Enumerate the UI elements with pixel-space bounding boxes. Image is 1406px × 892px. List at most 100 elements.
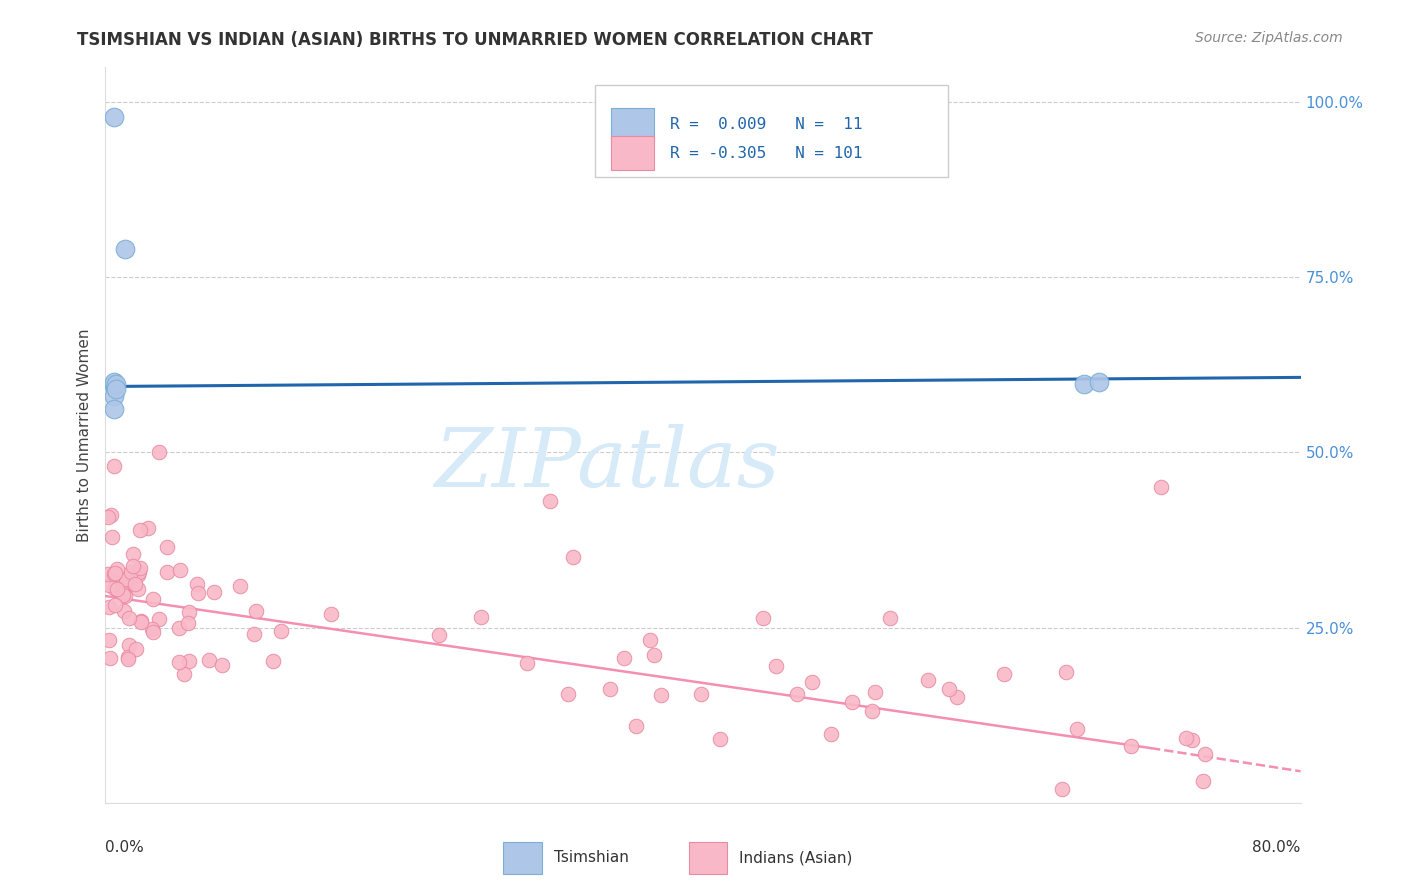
Point <box>262 654 284 668</box>
Point <box>1192 773 1215 788</box>
Point <box>599 681 621 696</box>
Point <box>148 445 170 459</box>
Point <box>104 382 127 396</box>
Point <box>103 401 125 416</box>
Point <box>820 727 842 741</box>
Point <box>127 582 149 597</box>
Point <box>129 615 152 630</box>
Point <box>187 586 209 600</box>
FancyBboxPatch shape <box>689 842 727 874</box>
Point <box>946 690 969 705</box>
Text: R = -0.305   N = 101: R = -0.305 N = 101 <box>669 145 862 161</box>
Text: Indians (Asian): Indians (Asian) <box>740 850 852 865</box>
Text: TSIMSHIAN VS INDIAN (ASIAN) BIRTHS TO UNMARRIED WOMEN CORRELATION CHART: TSIMSHIAN VS INDIAN (ASIAN) BIRTHS TO UN… <box>77 31 873 49</box>
Point <box>114 577 136 591</box>
Point <box>98 578 121 592</box>
Point <box>117 649 139 664</box>
Point <box>173 666 195 681</box>
Point <box>557 687 579 701</box>
Point <box>125 642 148 657</box>
Point <box>270 624 292 638</box>
Point <box>638 633 661 648</box>
Point <box>1066 722 1088 736</box>
Point <box>624 719 647 733</box>
Point <box>103 389 125 403</box>
Point <box>860 704 883 718</box>
FancyBboxPatch shape <box>612 136 654 170</box>
Point <box>111 582 134 597</box>
Point <box>103 376 125 391</box>
Point <box>97 509 120 524</box>
Point <box>100 508 122 523</box>
Point <box>115 580 138 594</box>
Point <box>156 566 179 580</box>
Point <box>103 111 125 125</box>
Point <box>104 376 127 391</box>
Point <box>879 611 901 625</box>
Point <box>103 378 125 392</box>
Point <box>114 242 136 256</box>
Point <box>561 549 583 564</box>
Point <box>1054 665 1077 679</box>
Point <box>121 558 143 573</box>
Point <box>211 657 233 672</box>
Point <box>863 685 886 699</box>
Point <box>752 611 775 625</box>
FancyBboxPatch shape <box>612 108 654 142</box>
Point <box>121 565 143 579</box>
Point <box>103 582 125 596</box>
Point <box>98 632 121 647</box>
FancyBboxPatch shape <box>596 86 948 178</box>
Point <box>690 687 713 701</box>
Point <box>650 688 672 702</box>
Point <box>1181 732 1204 747</box>
Point <box>105 561 128 575</box>
Point <box>202 585 225 599</box>
Point <box>104 566 127 580</box>
Point <box>131 614 153 628</box>
Point <box>103 459 125 474</box>
Point <box>103 566 125 581</box>
Point <box>427 628 450 642</box>
Point <box>841 695 863 709</box>
Point <box>97 566 120 581</box>
Point <box>1119 739 1142 753</box>
Text: 0.0%: 0.0% <box>105 839 145 855</box>
Point <box>141 622 163 636</box>
Point <box>98 651 121 665</box>
Text: Source: ZipAtlas.com: Source: ZipAtlas.com <box>1195 31 1343 45</box>
Point <box>917 673 939 687</box>
Point <box>1073 376 1095 391</box>
Point <box>993 667 1015 681</box>
Point <box>229 579 252 593</box>
Point <box>118 638 141 652</box>
Point <box>115 573 138 587</box>
Point <box>118 611 141 625</box>
Point <box>136 521 159 535</box>
Point <box>104 598 127 612</box>
Point <box>786 688 808 702</box>
Point <box>128 565 150 579</box>
Point <box>198 653 221 667</box>
Point <box>101 530 124 544</box>
Point <box>765 659 787 673</box>
Y-axis label: Births to Unmarried Women: Births to Unmarried Women <box>77 328 93 541</box>
Point <box>142 592 165 607</box>
Text: Tsimshian: Tsimshian <box>554 850 628 865</box>
Point <box>186 577 208 591</box>
Point <box>112 603 135 617</box>
Point <box>142 624 165 639</box>
Point <box>127 568 149 582</box>
Point <box>124 577 146 591</box>
Point <box>169 563 191 577</box>
Point <box>167 621 190 635</box>
Point <box>243 626 266 640</box>
Text: ZIPatlas: ZIPatlas <box>434 425 780 504</box>
Point <box>1175 731 1198 746</box>
Point <box>112 586 135 600</box>
Point <box>169 655 191 669</box>
Point <box>111 588 134 602</box>
Point <box>1088 376 1111 390</box>
Point <box>515 656 537 670</box>
Point <box>538 494 561 508</box>
